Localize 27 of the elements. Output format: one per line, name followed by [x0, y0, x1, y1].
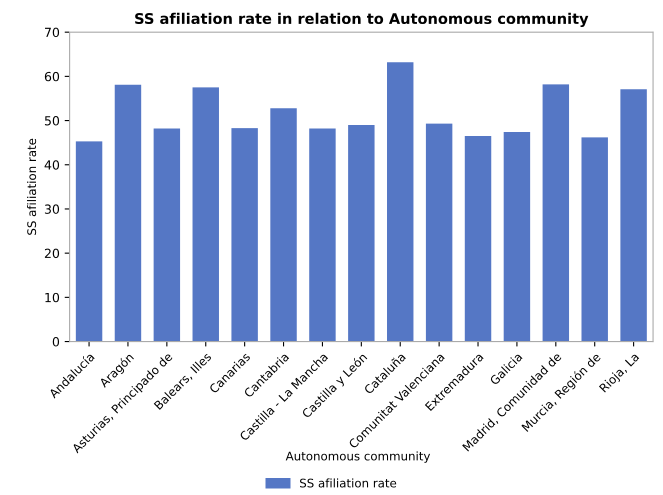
y-axis-title: SS afiliation rate [27, 138, 36, 235]
bar [348, 124, 375, 342]
bar [270, 108, 297, 342]
bar [620, 89, 647, 342]
y-tick-label: 50 [44, 116, 60, 126]
y-tick-label: 0 [52, 337, 60, 346]
legend-label: SS afiliation rate [300, 478, 396, 488]
y-tick-label: 30 [44, 204, 60, 214]
bar [504, 132, 530, 342]
bar [192, 87, 219, 342]
y-tick-label: 70 [45, 28, 60, 38]
bar [542, 84, 570, 342]
bar [76, 141, 102, 342]
bar [387, 62, 414, 342]
chart-title: SS afiliation rate in relation to Autonomous community [135, 12, 588, 27]
y-tick-label: 20 [44, 248, 60, 258]
bar [464, 136, 492, 342]
x-axis-title: Autonomous community [286, 451, 430, 463]
bar [581, 137, 608, 342]
bar [231, 128, 258, 342]
y-tick-label: 40 [44, 160, 60, 170]
bar [426, 124, 452, 342]
bar [154, 128, 180, 342]
y-tick-label: 10 [45, 292, 60, 302]
bar [309, 128, 336, 342]
bar [114, 84, 142, 342]
y-tick-label: 60 [44, 72, 60, 82]
